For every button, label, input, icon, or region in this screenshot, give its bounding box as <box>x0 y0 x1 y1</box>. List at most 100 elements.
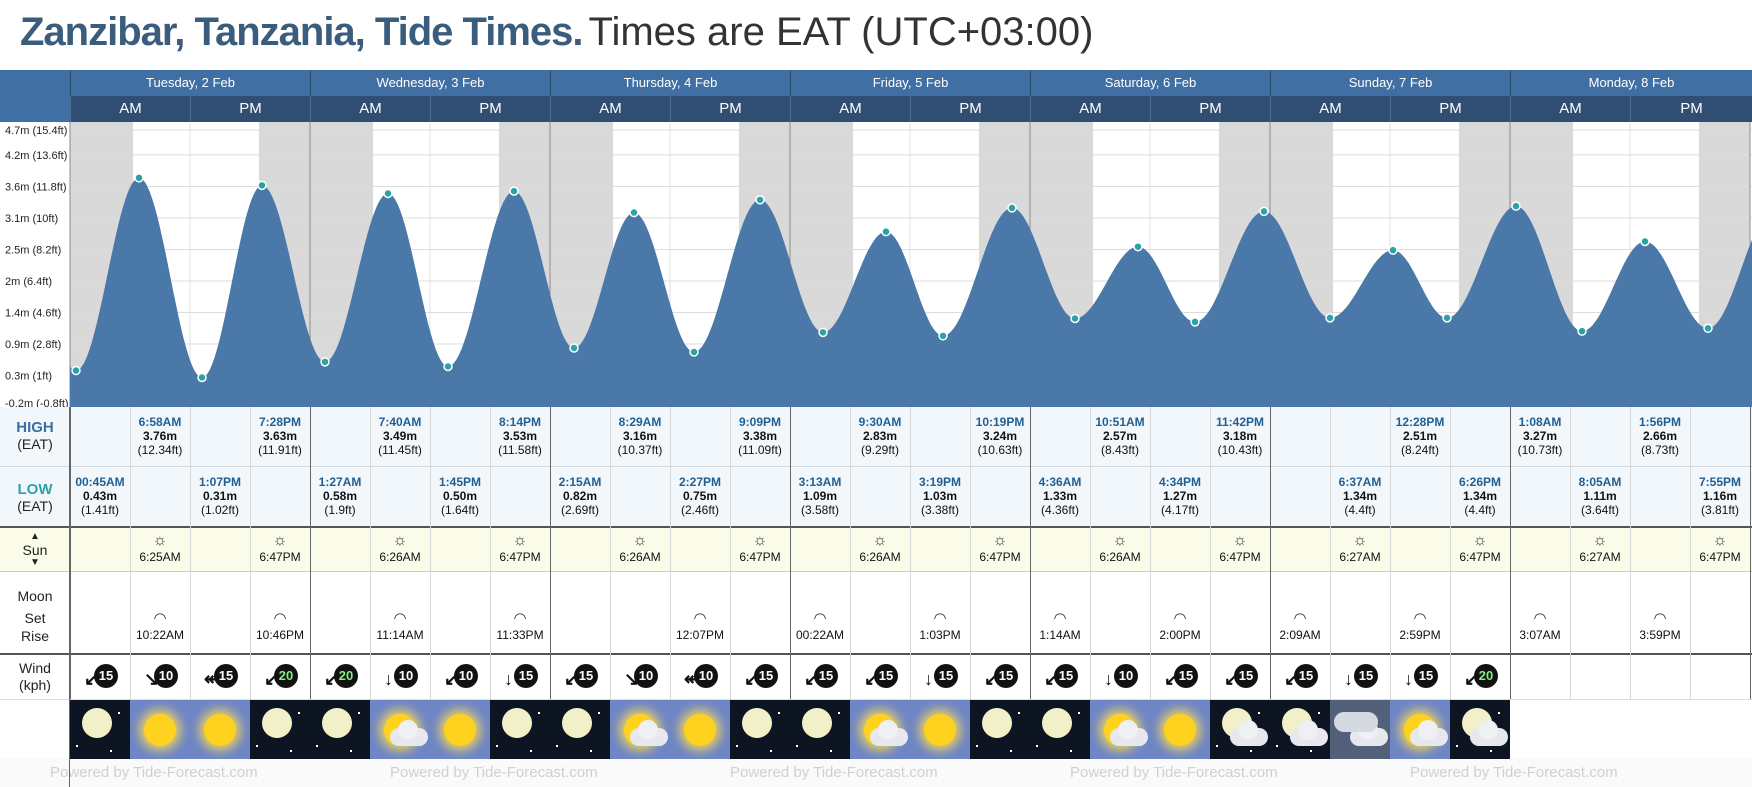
pm-label: PM <box>190 96 310 122</box>
tide-time: 8:29AM <box>618 415 662 429</box>
tide-height-ft: (10.43ft) <box>1217 443 1263 457</box>
y-axis-label: 0.3m (1ft) <box>5 370 52 382</box>
sun-time: 6:47PM <box>1459 550 1501 564</box>
wind-direction-icon: ↓ <box>924 669 933 689</box>
moon-cell: ◠ 2:59PM <box>1390 610 1450 642</box>
tide-height-m: 0.75m <box>682 489 718 503</box>
tide-point <box>320 357 330 367</box>
day-separator <box>550 407 551 699</box>
low-tide-cell: 3:13AM 1.09m (3.58ft) <box>790 475 850 517</box>
tide-height-ft: (2.46ft) <box>680 503 719 517</box>
moon-cell: ◠ 00:22AM <box>790 610 850 642</box>
sunrise-icon: ☼ <box>392 532 408 549</box>
high-tide-cell: 9:09PM 3.38m (11.09ft) <box>730 415 790 457</box>
tide-area <box>70 177 1752 407</box>
tide-time: 1:08AM <box>1518 415 1562 429</box>
tide-time: 10:51AM <box>1095 415 1145 429</box>
moon-cell: ◠ 11:33PM <box>490 610 550 642</box>
sunrise-icon: ☼ <box>872 532 888 549</box>
y-axis-label: 3.6m (11.8ft) <box>5 181 67 193</box>
sun-time: 6:26AM <box>619 550 661 564</box>
column-separator <box>190 407 191 699</box>
column-separator <box>1570 407 1571 699</box>
tide-time: 7:55PM <box>1698 475 1742 489</box>
am-label: AM <box>70 96 190 122</box>
wind-speed-badge: 20 <box>334 664 358 688</box>
column-separator <box>1330 407 1331 699</box>
tide-point <box>1577 326 1587 336</box>
wind-speed-badge: 15 <box>1414 664 1438 688</box>
tide-time: 8:14PM <box>498 415 542 429</box>
powered-by-text: Powered by Tide-Forecast.com <box>390 764 598 781</box>
tide-point <box>134 173 144 183</box>
tide-point <box>197 372 207 383</box>
column-separator <box>610 407 611 699</box>
wind-speed-badge: 15 <box>574 664 598 688</box>
y-axis-label: -0.2m (-0.8ft) <box>5 398 69 407</box>
night-moon-icon <box>250 700 310 760</box>
sun-label: ▲ Sun ▼ <box>0 532 70 568</box>
wind-cell: ↓ 15 <box>1390 655 1450 701</box>
sunrise-cell: ☼ 6:26AM <box>610 532 670 564</box>
pm-label: PM <box>430 96 550 122</box>
wind-speed-badge: 15 <box>1174 664 1198 688</box>
tide-point <box>1259 206 1269 217</box>
tide-point <box>1133 241 1143 252</box>
column-separator <box>1210 407 1211 699</box>
moon-time: 11:14AM <box>376 628 424 642</box>
tide-height-m: 0.43m <box>82 489 118 503</box>
column-separator <box>850 407 851 699</box>
moon-icon: ◠ <box>1173 610 1187 627</box>
wind-cell: ↙ 15 <box>1270 655 1330 701</box>
wind-direction-icon: ↓ <box>1344 669 1353 689</box>
y-axis-label: 0.9m (2.8ft) <box>5 339 61 351</box>
night-moon-icon <box>970 700 1030 760</box>
low-tide-cell: 2:27PM 0.75m (2.46ft) <box>670 475 730 517</box>
sunrise-cell: ☼ 6:27AM <box>1330 532 1390 564</box>
night-moon-icon <box>70 700 130 760</box>
wind-unit: (kph) <box>19 677 51 693</box>
moon-cell: ◠ 3:59PM <box>1630 610 1690 642</box>
sunny-icon <box>130 700 190 760</box>
overcast-icon <box>1330 700 1390 760</box>
column-separator <box>490 407 491 699</box>
sun-cloud-icon <box>610 700 670 760</box>
tide-height-ft: (11.09ft) <box>738 443 782 457</box>
tide-time: 3:13AM <box>798 475 842 489</box>
low-tz: (EAT) <box>17 498 53 514</box>
tide-time: 9:09PM <box>738 415 782 429</box>
tide-point <box>1007 203 1017 213</box>
wind-cell: ↙ 15 <box>970 655 1030 701</box>
tide-height-ft: (1.64ft) <box>440 503 479 517</box>
high-tide-row: HIGH (EAT) 6:58AM 3.76m (12.34ft) 7:28PM 3.6… <box>0 407 1752 466</box>
pm-label: PM <box>1150 96 1270 122</box>
low-tide-cell: 4:34PM 1.27m (4.17ft) <box>1150 475 1210 517</box>
low-title: LOW <box>17 481 53 498</box>
tide-height-ft: (4.17ft) <box>1160 503 1199 517</box>
high-title: HIGH <box>16 419 54 436</box>
wind-speed-badge: 15 <box>1294 664 1318 688</box>
high-tide-cell: 6:58AM 3.76m (12.34ft) <box>130 415 190 457</box>
sun-cloud-icon <box>1390 700 1450 760</box>
tide-height-ft: (10.63ft) <box>977 443 1023 457</box>
tide-time: 00:45AM <box>75 475 125 489</box>
sunrise-icon: ☼ <box>632 532 648 549</box>
sun-time: 6:27AM <box>1579 550 1621 564</box>
pm-label: PM <box>1390 96 1510 122</box>
moon-icon: ◠ <box>513 610 527 627</box>
pm-label: PM <box>1630 96 1752 122</box>
sunset-cell: ☼ 6:47PM <box>1690 532 1750 564</box>
moon-time: 3:07AM <box>1519 628 1561 642</box>
wind-speed-badge: 10 <box>1114 664 1138 688</box>
tide-height-ft: (2.69ft) <box>560 503 599 517</box>
tide-time: 9:30AM <box>858 415 902 429</box>
sun-up-arrow-icon: ▲ <box>30 531 40 542</box>
sunny-icon <box>910 700 970 760</box>
wind-speed-badge: 20 <box>1474 664 1498 688</box>
sun-cloud-icon <box>1090 700 1150 760</box>
tide-point <box>1388 245 1398 255</box>
low-tide-cell: 8:05AM 1.11m (3.64ft) <box>1570 475 1630 517</box>
wind-speed-badge: 20 <box>274 664 298 688</box>
night-moon-icon <box>310 700 370 760</box>
wind-cell: ↙ 15 <box>1210 655 1270 701</box>
